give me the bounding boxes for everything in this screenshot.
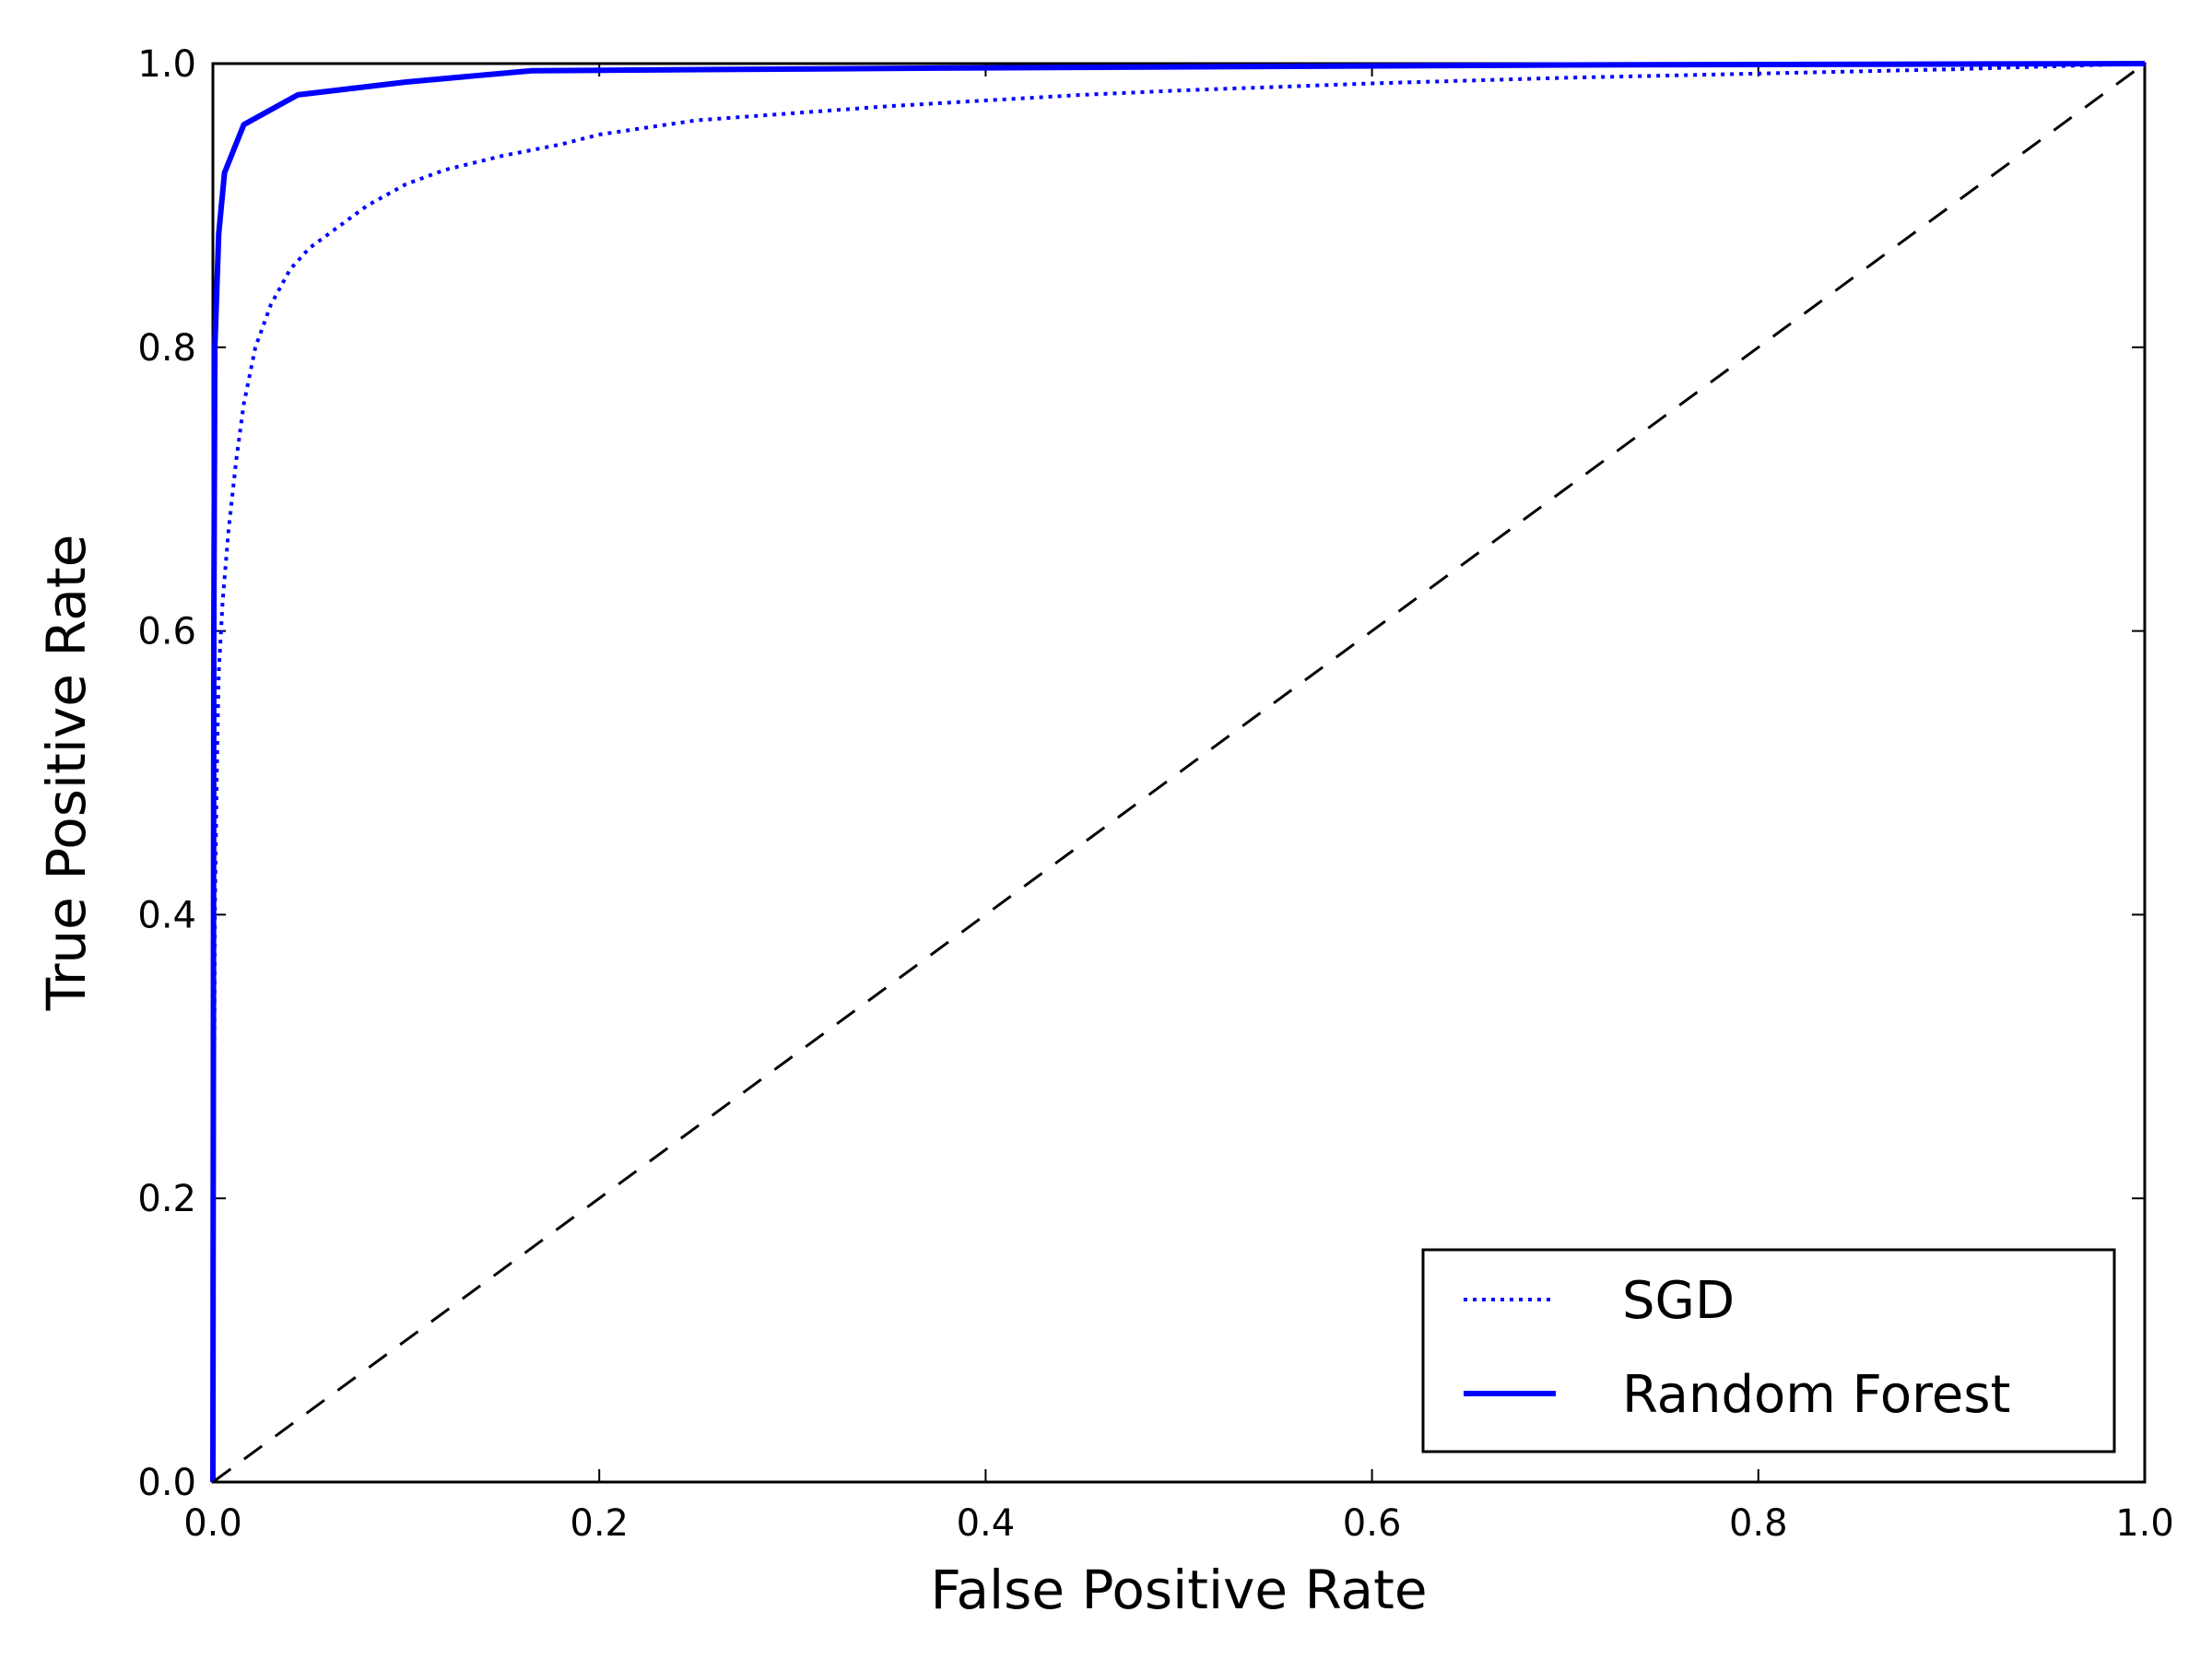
chance-diagonal [212,62,2146,1484]
y-tick-label: 1.0 [137,43,196,86]
x-tick-label: 0.8 [1729,1502,1788,1545]
legend-label-random-forest: Random Forest [1622,1365,2011,1425]
y-axis-ticks: 0.0 0.2 0.4 0.6 0.8 1.0 [137,43,2145,1504]
x-tick-label: 0.0 [183,1502,242,1545]
sgd-curve [211,62,2146,1483]
y-tick-label: 0.8 [137,327,196,370]
y-tick-label: 0.4 [137,894,196,936]
x-tick-label: 1.0 [2115,1502,2174,1545]
x-axis-ticks: 0.0 0.2 0.4 0.6 0.8 1.0 [183,64,2174,1545]
legend-box [1421,1248,2116,1453]
x-tick-label: 0.2 [570,1502,629,1545]
y-tick-label: 0.2 [137,1178,196,1220]
x-axis-title: False Positive Rate [930,1559,1427,1621]
y-axis-title: True Positive Rate [35,535,98,1012]
y-tick-label: 0.0 [137,1462,196,1504]
x-tick-label: 0.6 [1343,1502,1402,1545]
x-tick-label: 0.4 [957,1502,1016,1545]
y-tick-label: 0.6 [137,611,196,653]
random-forest-curve [210,61,2146,1483]
legend-label-sgd: SGD [1622,1271,1735,1331]
legend: SGD Random Forest [1421,1248,2116,1453]
series-layer [210,61,2146,1484]
